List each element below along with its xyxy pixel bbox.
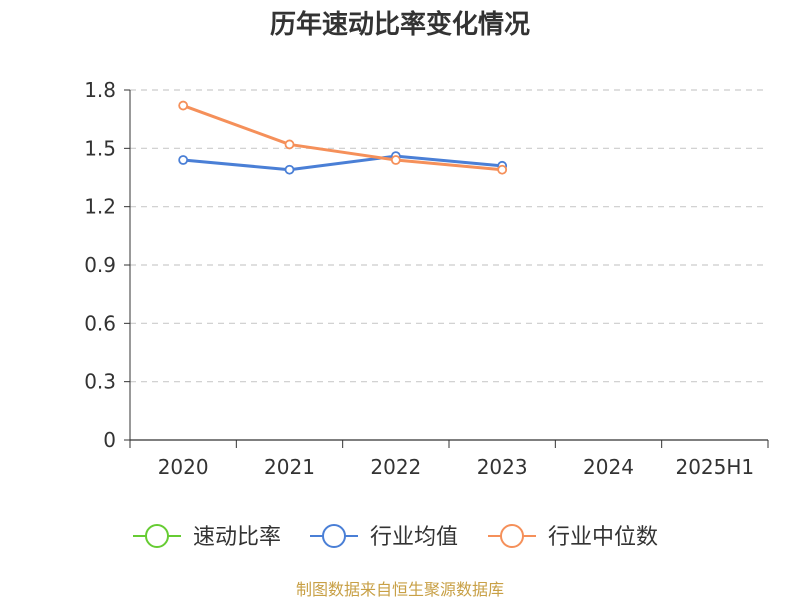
y-tick-label: 0 — [103, 428, 116, 452]
legend-item[interactable]: 速动比率 — [133, 524, 281, 550]
grid-lines — [130, 89, 768, 383]
chart-title: 历年速动比率变化情况 — [270, 9, 530, 40]
y-tick-label: 0.9 — [84, 253, 116, 277]
series-2 — [178, 100, 508, 175]
x-tick-label: 2024 — [583, 455, 634, 479]
series-layer — [178, 100, 508, 175]
data-point — [284, 164, 295, 175]
x-tick-label: 2023 — [477, 455, 528, 479]
source-note: 制图数据来自恒生聚源数据库 — [296, 580, 504, 599]
y-tick-label: 1.2 — [84, 195, 116, 219]
y-tick-label: 0.3 — [84, 370, 116, 394]
series-1 — [178, 151, 508, 175]
legend-label: 行业中位数 — [548, 525, 658, 550]
x-tick-label: 2022 — [370, 455, 421, 479]
legend-item[interactable]: 行业中位数 — [488, 524, 658, 550]
legend-label: 行业均值 — [370, 525, 458, 550]
legend-label: 速动比率 — [193, 525, 281, 550]
data-point — [497, 164, 508, 175]
y-tick-label: 0.6 — [84, 311, 116, 335]
x-tick-label: 2020 — [158, 455, 209, 479]
axes: 0 0.3 0.6 0.9 1.2 1.5 1.8 2020 2021 2022 2023 2024 2… — [84, 78, 769, 479]
data-point — [178, 100, 189, 111]
series-line — [182, 104, 503, 172]
legend-marker — [500, 524, 524, 548]
legend-marker — [145, 524, 169, 548]
x-tick-label: 2021 — [264, 455, 315, 479]
data-point — [390, 155, 401, 165]
data-point — [178, 155, 189, 165]
x-tick-label: 2025H1 — [675, 455, 754, 479]
series-line — [183, 154, 503, 172]
legend-marker — [322, 524, 346, 548]
data-point — [284, 139, 295, 150]
legend-item[interactable]: 行业均值 — [310, 524, 458, 550]
y-tick-label: 1.8 — [84, 78, 116, 102]
y-tick-label: 1.5 — [84, 136, 116, 160]
legend: 速动比率 行业均值 行业中位数 — [133, 524, 658, 550]
